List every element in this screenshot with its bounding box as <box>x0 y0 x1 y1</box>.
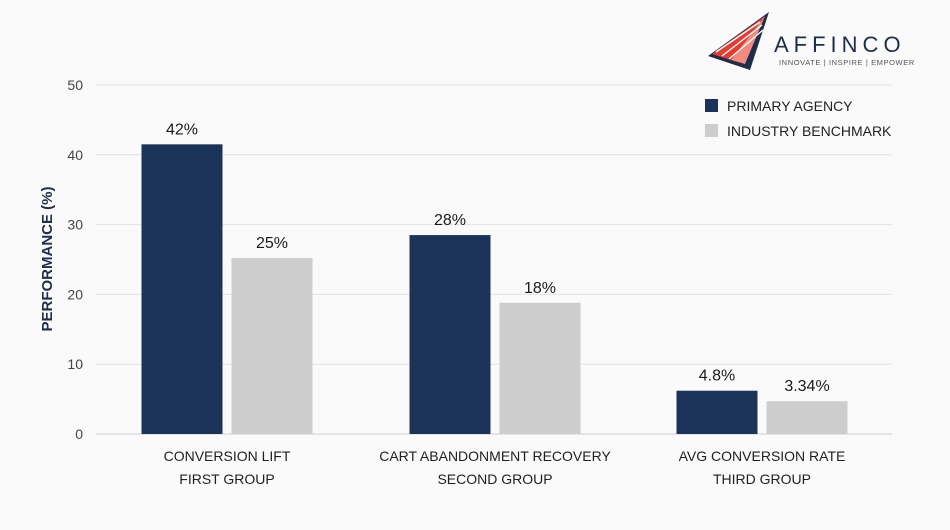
bar-industry-benchmark <box>231 258 313 434</box>
y-tick-label: 20 <box>67 286 83 302</box>
data-label-industry-benchmark: 3.34% <box>784 378 829 395</box>
paper-plane-icon <box>708 12 769 70</box>
brand-name: AFFINCO <box>774 32 906 57</box>
brand-logo: AFFINCO INNOVATE | INSPIRE | EMPOWER <box>708 12 915 70</box>
y-tick-label: 30 <box>67 217 83 233</box>
data-label-primary-agency: 4.8% <box>699 368 735 385</box>
y-tick-label: 50 <box>67 77 83 93</box>
legend-swatch-industry-benchmark <box>705 124 718 137</box>
brand-tagline: INNOVATE | INSPIRE | EMPOWER <box>779 58 915 67</box>
grid-lines <box>96 84 892 435</box>
bar-primary-agency <box>676 390 758 434</box>
data-label-primary-agency: 42% <box>166 121 198 138</box>
bar-industry-benchmark <box>499 302 581 434</box>
data-label-primary-agency: 28% <box>434 212 466 229</box>
y-tick-label: 0 <box>75 426 83 442</box>
x-category-label: CONVERSION LIFT <box>164 448 291 464</box>
y-tick-label: 10 <box>67 356 83 372</box>
legend-label-industry-benchmark: INDUSTRY BENCHMARK <box>727 123 892 139</box>
y-axis-ticks: 0 10 20 30 40 50 <box>67 77 83 442</box>
data-label-industry-benchmark: 25% <box>256 235 288 252</box>
x-category-label: AVG CONVERSION RATE <box>679 448 846 464</box>
bar-primary-agency <box>409 235 491 434</box>
bars: 42% 25% 28% 18% 4.8% 3.34% <box>141 121 848 434</box>
y-tick-label: 40 <box>67 147 83 163</box>
x-category-sublabel: SECOND GROUP <box>437 471 552 487</box>
legend-label-primary-agency: PRIMARY AGENCY <box>727 98 853 114</box>
y-axis-label: PERFORMANCE (%) <box>39 186 56 331</box>
bar-industry-benchmark <box>766 401 848 434</box>
data-label-industry-benchmark: 18% <box>524 280 556 297</box>
x-category-sublabel: FIRST GROUP <box>179 471 274 487</box>
legend-swatch-primary-agency <box>705 99 718 112</box>
x-category-label: CART ABANDONMENT RECOVERY <box>379 448 611 464</box>
bar-primary-agency <box>141 144 223 434</box>
x-category-sublabel: THIRD GROUP <box>713 471 811 487</box>
legend: PRIMARY AGENCY INDUSTRY BENCHMARK <box>705 98 892 139</box>
x-axis-categories: CONVERSION LIFT FIRST GROUP CART ABANDONME… <box>164 448 846 487</box>
